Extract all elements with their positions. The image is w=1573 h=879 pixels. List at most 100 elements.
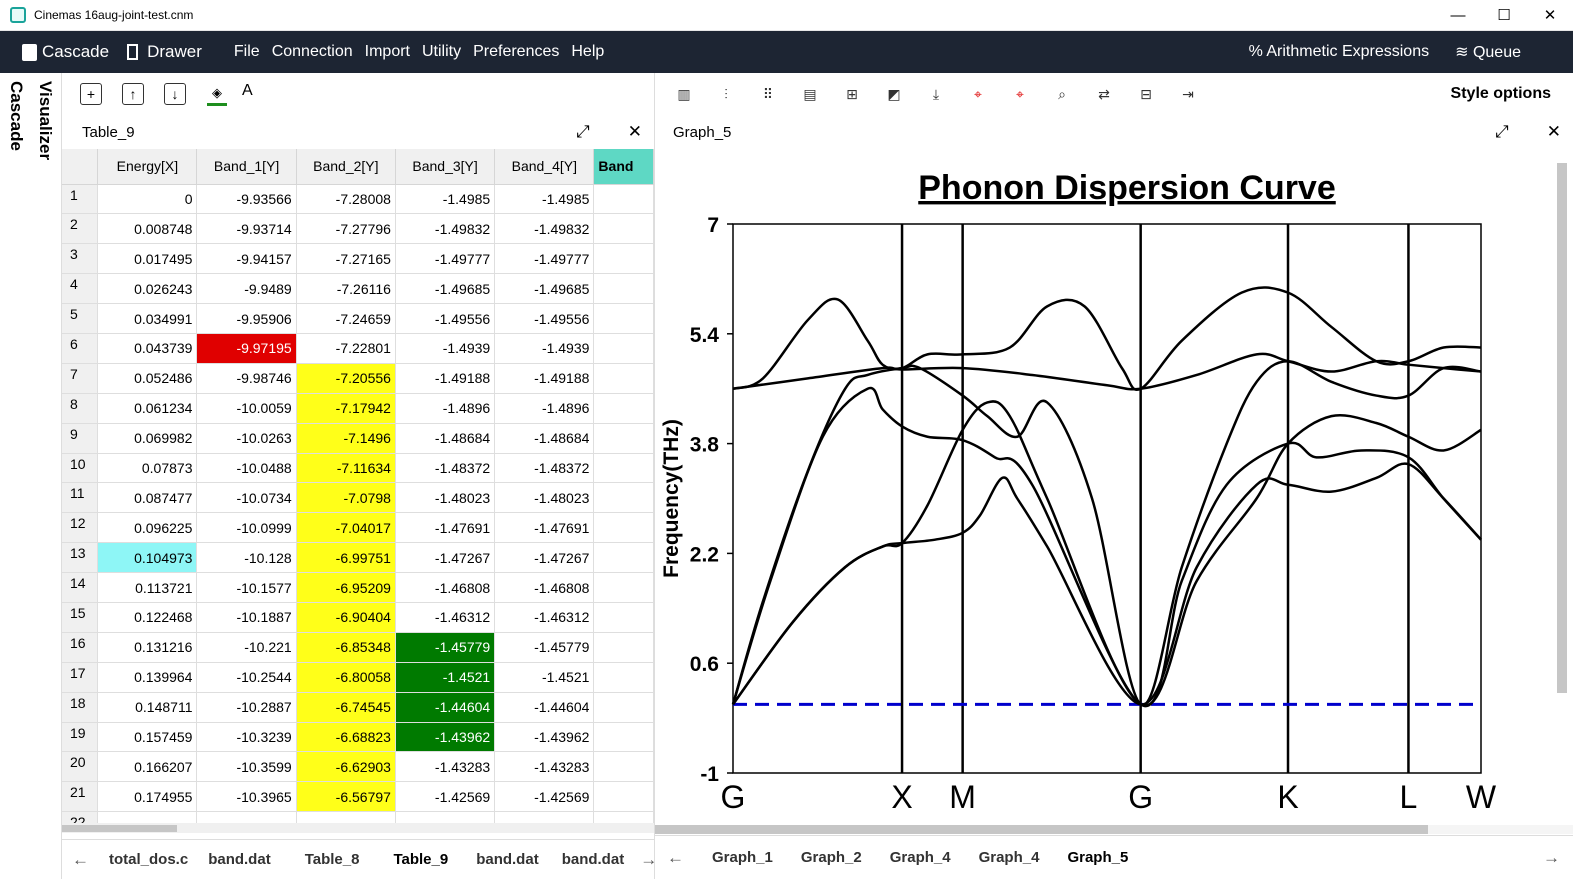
table-cell[interactable]: -1.43283 xyxy=(494,751,595,783)
table-cell[interactable]: -1.42569 xyxy=(494,781,595,813)
table-cell[interactable] xyxy=(593,602,654,633)
table-row[interactable]: 21 0.174955 -10.3965 -6.56797 -1.42569 -1.425… xyxy=(62,781,654,813)
row-number[interactable]: 8 xyxy=(62,393,99,424)
table-row[interactable]: 18 0.148711 -10.2887 -6.74545 -1.44604 -1.446… xyxy=(62,692,654,723)
table-cell[interactable] xyxy=(593,722,654,753)
table-cell[interactable]: -10.128 xyxy=(196,542,297,574)
column-header[interactable]: Band_1[Y] xyxy=(196,149,297,185)
table-row[interactable]: 20 0.166207 -10.3599 -6.62903 -1.43283 -1.432… xyxy=(62,751,654,783)
table-cell[interactable]: -1.44604 xyxy=(395,692,496,723)
row-number[interactable]: 14 xyxy=(62,572,99,603)
graph-vertical-scrollbar[interactable] xyxy=(1557,163,1567,693)
table-cell[interactable]: -1.45779 xyxy=(494,632,595,663)
table-row[interactable]: 17 0.139964 -10.2544 -6.80058 -1.4521 -1.4521 xyxy=(62,662,654,693)
tab-graph-4[interactable]: Graph_4 xyxy=(889,849,951,866)
row-number[interactable]: 2 xyxy=(62,213,99,245)
table-cell[interactable] xyxy=(593,692,654,723)
column-header[interactable]: Band xyxy=(593,149,654,185)
table-cell[interactable]: -1.45779 xyxy=(395,632,496,663)
row-number[interactable]: 13 xyxy=(62,542,99,574)
table-cell[interactable]: -7.28008 xyxy=(296,184,396,215)
menu-preferences[interactable]: Preferences xyxy=(473,43,560,60)
table-cell[interactable]: 0.131216 xyxy=(97,632,198,663)
table-cell[interactable]: -1.49777 xyxy=(395,243,496,275)
swap-xy-icon[interactable]: ⇄ xyxy=(1098,85,1110,102)
table-cell[interactable]: -7.22801 xyxy=(296,333,396,364)
table-cell[interactable]: -1.44604 xyxy=(494,692,595,723)
table-cell[interactable]: -1.46808 xyxy=(494,572,595,603)
table-cell[interactable]: -1.43283 xyxy=(395,751,496,783)
table-cell[interactable]: 0.148711 xyxy=(97,692,198,723)
table-cell[interactable]: -6.85348 xyxy=(296,632,396,663)
table-cell[interactable]: -7.27796 xyxy=(296,213,396,245)
table-cell[interactable]: 0.061234 xyxy=(97,393,198,424)
tabs-right-arrow-icon[interactable]: → xyxy=(640,849,658,869)
table-cell[interactable]: -6.99751 xyxy=(296,542,396,574)
table-cell[interactable] xyxy=(593,243,654,275)
minimize-button[interactable]: — xyxy=(1450,6,1466,24)
table-cell[interactable]: -7.20556 xyxy=(296,363,396,394)
table-cell[interactable] xyxy=(593,273,654,305)
menu-utility[interactable]: Utility xyxy=(421,43,462,60)
table-cell[interactable]: -10.1887 xyxy=(196,602,297,633)
table-cell[interactable] xyxy=(593,751,654,783)
expand-icon[interactable]: ⤢ xyxy=(576,122,590,141)
table-cell[interactable]: -1.48684 xyxy=(395,423,496,454)
table-cell[interactable]: -6.80058 xyxy=(296,662,396,693)
row-number[interactable]: 11 xyxy=(62,482,99,514)
table-cell[interactable]: 0.069982 xyxy=(97,423,198,454)
download-icon[interactable]: ⤓ xyxy=(932,85,940,102)
tab-table-9[interactable]: Table_9 xyxy=(393,851,449,868)
close-window-button[interactable]: ✕ xyxy=(1543,7,1557,24)
table-row[interactable]: 12 0.096225 -10.0999 -7.04017 -1.47691 -1.476… xyxy=(62,512,654,544)
tab-graph-4-b[interactable]: Graph_4 xyxy=(978,849,1040,866)
table-cell[interactable]: -7.26116 xyxy=(296,273,396,305)
table-cell[interactable]: 0.026243 xyxy=(97,273,198,305)
table-cell[interactable]: -7.1496 xyxy=(296,423,396,454)
row-number[interactable]: 22 xyxy=(62,811,99,823)
tab-graph-5[interactable]: Graph_5 xyxy=(1067,849,1129,866)
table-cell[interactable]: -6.74545 xyxy=(296,692,396,723)
row-number[interactable]: 16 xyxy=(62,632,99,663)
table-row[interactable]: 19 0.157459 -10.3239 -6.68823 -1.43962 -1.439… xyxy=(62,722,654,753)
close-panel-icon[interactable]: ✕ xyxy=(627,122,642,141)
table-row[interactable]: 5 0.034991 -9.95906 -7.24659 -1.49556 -1.4955… xyxy=(62,303,654,334)
crosshair-icon[interactable]: ⌖ xyxy=(974,85,982,102)
table-row[interactable]: 11 0.087477 -10.0734 -7.0798 -1.48023 -1.4802… xyxy=(62,482,654,514)
table-cell[interactable]: -1.47267 xyxy=(494,542,595,574)
table-cell[interactable] xyxy=(395,811,496,823)
row-number[interactable]: 17 xyxy=(62,662,99,693)
expand-icon[interactable]: ⤢ xyxy=(1495,122,1509,141)
table-cell[interactable] xyxy=(593,632,654,663)
table-cell[interactable]: -1.49832 xyxy=(395,213,496,245)
maximize-button[interactable]: ☐ xyxy=(1497,7,1511,24)
table-cell[interactable] xyxy=(593,184,654,215)
fill-area-icon[interactable]: ◩ xyxy=(887,85,901,102)
add-plot-icon[interactable]: ⊞ xyxy=(846,85,858,102)
table-cell[interactable]: -7.0798 xyxy=(296,482,396,514)
scatter-icon[interactable]: ⠿ xyxy=(762,85,774,102)
table-cell[interactable]: -1.47691 xyxy=(395,512,496,544)
side-tab-visualizer[interactable]: Visualizer xyxy=(36,81,55,161)
table-cell[interactable]: -6.95209 xyxy=(296,572,396,603)
table-cell[interactable]: -10.1577 xyxy=(196,572,297,603)
table-cell[interactable]: 0.008748 xyxy=(97,213,198,245)
row-number[interactable]: 4 xyxy=(62,273,99,305)
table-cell[interactable]: -1.48023 xyxy=(494,482,595,514)
error-bar-icon[interactable]: ⫶ xyxy=(724,85,728,102)
table-cell[interactable]: 0.052486 xyxy=(97,363,198,394)
table-row[interactable]: 9 0.069982 -10.0263 -7.1496 -1.48684 -1.48684 xyxy=(62,423,654,454)
table-cell[interactable]: -10.3599 xyxy=(196,751,297,783)
side-tab-cascade[interactable]: Cascade xyxy=(7,81,26,151)
table-cell[interactable]: -1.48372 xyxy=(395,453,496,484)
table-cell[interactable]: 0.034991 xyxy=(97,303,198,334)
table-cell[interactable]: -1.49556 xyxy=(395,303,496,334)
table-cell[interactable]: -10.3239 xyxy=(196,722,297,753)
table-cell[interactable]: -1.43962 xyxy=(395,722,496,753)
table-cell[interactable]: -10.221 xyxy=(196,632,297,663)
table-cell[interactable]: -9.95906 xyxy=(196,303,297,334)
table-cell[interactable]: -1.4985 xyxy=(494,184,595,215)
column-header[interactable]: Band_4[Y] xyxy=(494,149,595,185)
drawer-button[interactable]: Drawer xyxy=(127,42,202,62)
menu-file[interactable]: File xyxy=(233,43,260,60)
